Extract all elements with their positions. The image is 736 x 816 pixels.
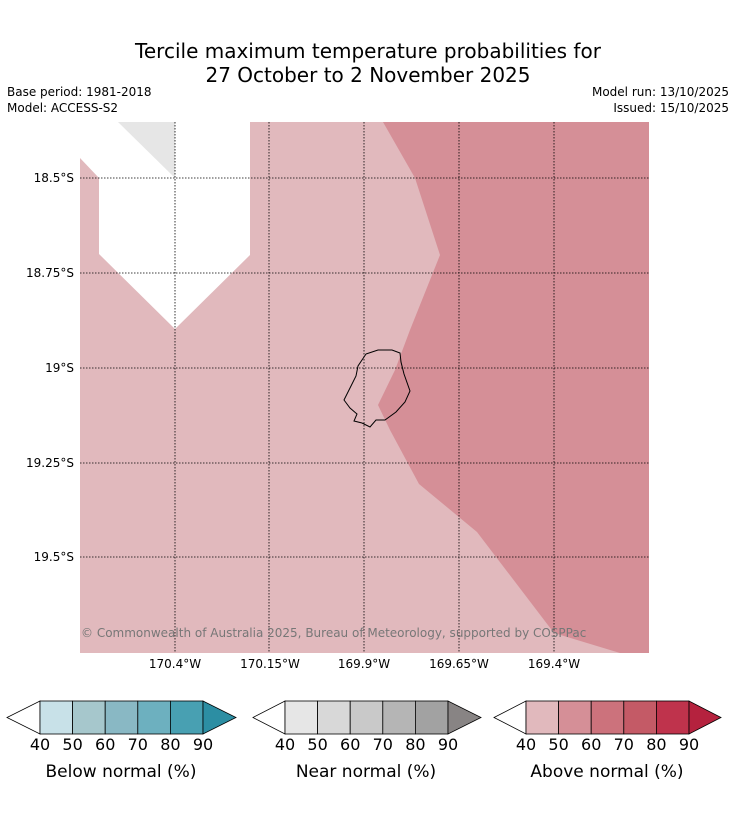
colorbar-below-swatch-4 [169,700,204,735]
model-run-label: Model run: 13/10/2025 [591,85,729,99]
colorbar-above-swatch-0 [525,700,559,735]
below-tick-80: 80 [160,735,181,754]
colorbar-below-swatch-1 [72,700,106,735]
colorbar-near-swatch-2 [349,700,384,735]
near-tick-50: 50 [307,735,328,754]
near-normal-title: Near normal (%) [295,762,437,782]
issued-label: Issued: 15/10/2025 [613,101,729,115]
lat-label-18-75: 18.75°S [26,266,74,280]
colorbar-above-over [688,700,722,735]
region-no-signal [80,122,250,329]
above-normal-title: Above normal (%) [530,762,684,782]
below-normal-title: Below normal (%) [45,762,197,782]
above-tick-60: 60 [581,735,602,754]
below-tick-60: 60 [95,735,116,754]
above-tick-80: 80 [646,735,667,754]
lat-label-18-5: 18.5°S [33,171,74,185]
below-tick-90: 90 [192,735,214,754]
colorbar-near-under [252,700,286,735]
chart-title-line2: 27 October to 2 November 2025 [205,63,531,87]
colorbar-above-swatch-2 [590,700,625,735]
colorbar-near-swatch-3 [382,700,416,735]
colorbar-near-swatch-1 [317,700,351,735]
graticule [80,122,649,653]
below-tick-40: 40 [29,735,51,754]
colorbar-near-over [447,700,482,735]
lon-label-169-9: 169.9°W [337,657,391,671]
near-tick-40: 40 [274,735,296,754]
below-tick-50: 50 [62,735,83,754]
near-tick-90: 90 [437,735,459,754]
copyright-notice: © Commonwealth of Australia 2025, Bureau… [81,626,587,640]
colorbar-above-swatch-4 [656,700,690,735]
above-tick-40: 40 [515,735,537,754]
near-tick-70: 70 [372,735,393,754]
lon-label-170-4: 170.4°W [148,657,202,671]
lon-label-169-65: 169.65°W [429,657,489,671]
lat-label-19-25: 19.25°S [26,456,74,470]
above-tick-70: 70 [613,735,634,754]
region-above-50-60 [378,122,649,653]
colorbar-below-under [6,700,41,735]
colorbar-below-swatch-2 [104,700,139,735]
base-period-label: Base period: 1981-2018 [7,85,152,99]
colorbar-near [252,700,482,735]
colorbar-above-swatch-1 [558,700,592,735]
model-label: Model: ACCESS-S2 [7,101,119,115]
colorbar-below-swatch-0 [39,700,73,735]
lat-label-19: 19°S [45,361,74,375]
lat-label-19-5: 19.5°S [33,550,74,564]
colorbar-below-swatch-3 [137,700,171,735]
chart-title-line1: Tercile maximum temperature probabilitie… [135,39,601,63]
near-tick-80: 80 [405,735,426,754]
above-tick-50: 50 [548,735,569,754]
island-coastline [343,349,411,428]
colorbar-above-swatch-3 [623,700,657,735]
colorbar-below [6,700,237,735]
colorbar-below-over [202,700,237,735]
colorbar-above-under [493,700,527,735]
colorbar-above [493,700,722,735]
colorbar-near-swatch-0 [284,700,318,735]
colorbar-near-swatch-4 [414,700,449,735]
lon-label-170-15: 170.15°W [240,657,300,671]
above-tick-90: 90 [678,735,700,754]
below-tick-70: 70 [127,735,148,754]
lon-label-169-4: 169.4°W [527,657,581,671]
near-tick-60: 60 [340,735,361,754]
region-near-40-50 [118,122,175,178]
